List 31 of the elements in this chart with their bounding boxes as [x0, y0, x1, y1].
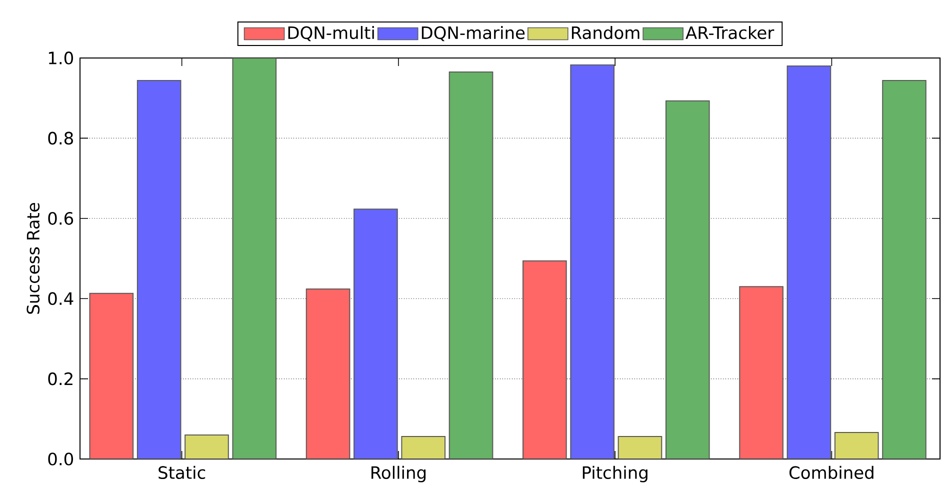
legend-label: Random [572, 26, 640, 40]
bar [401, 436, 446, 459]
bar [354, 208, 398, 459]
y-tick-label: 0.2 [48, 372, 72, 386]
x-tick-label: Rolling [372, 466, 426, 482]
y-tick-label: 0.0 [48, 452, 74, 466]
bar [618, 436, 662, 459]
bar [739, 286, 784, 459]
x-tick-label: Combined [789, 466, 874, 480]
x-tick-label: Static [158, 466, 206, 480]
bar [232, 58, 277, 459]
bar [306, 288, 350, 459]
legend-label: DQN-multi [288, 26, 374, 42]
legend-label: AR-Tracker [686, 26, 774, 40]
bar [184, 434, 229, 459]
x-tick-label: Pitching [582, 466, 648, 482]
bar [786, 66, 832, 459]
bar [882, 80, 926, 459]
bar [89, 292, 134, 459]
bar [665, 100, 710, 459]
bar [834, 432, 879, 459]
legend-label: DQN-marine [422, 26, 525, 42]
y-axis-title: Success Rate [26, 202, 40, 314]
bar [448, 72, 494, 459]
y-tick-label: 1.0 [48, 52, 74, 64]
y-tick-label: 0.4 [48, 292, 74, 306]
bar [570, 64, 614, 459]
bar [522, 260, 567, 459]
y-tick-label: 0.8 [48, 132, 73, 145]
y-tick-label: 0.6 [48, 212, 74, 225]
bar [136, 80, 182, 459]
